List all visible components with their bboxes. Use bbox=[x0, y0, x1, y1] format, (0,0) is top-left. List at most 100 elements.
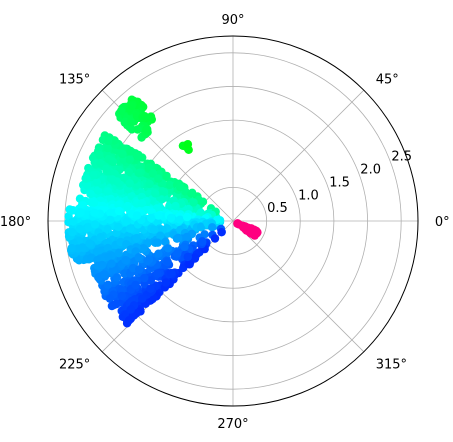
scatter-point-585 bbox=[189, 198, 198, 207]
scatter-point-1406 bbox=[131, 280, 140, 290]
scatter-point-1407 bbox=[135, 265, 144, 274]
scatter-point-77 bbox=[250, 230, 259, 240]
scatter-point-1374 bbox=[172, 249, 182, 258]
scatter-point-1409 bbox=[121, 256, 130, 265]
scatter-point-1073 bbox=[67, 206, 76, 215]
scatter-point-1348 bbox=[167, 268, 176, 278]
r-tick-label-4: 2.5 bbox=[391, 150, 412, 165]
scatter-point-1060 bbox=[85, 239, 94, 248]
scatter-point-1078 bbox=[90, 208, 99, 217]
scatter-point-1298 bbox=[174, 233, 183, 243]
r-tick-label-0: 0.5 bbox=[267, 201, 288, 216]
scatter-point-559 bbox=[103, 144, 112, 153]
scatter-point-1270 bbox=[139, 244, 148, 253]
scatter-point-568 bbox=[148, 169, 158, 178]
scatter-point-997 bbox=[132, 234, 141, 243]
scatter-point-502 bbox=[124, 167, 133, 177]
scatter-point-1063 bbox=[106, 215, 115, 224]
r-tick-label-1: 1.0 bbox=[298, 188, 319, 203]
theta-tick-label-6: 270° bbox=[217, 417, 248, 432]
scatter-point-539 bbox=[123, 201, 132, 211]
scatter-point-1362 bbox=[124, 316, 134, 325]
scatter-point-589 bbox=[125, 179, 134, 188]
scatter-point-79 bbox=[244, 225, 254, 234]
scatter-point-1038 bbox=[122, 217, 131, 226]
scatter-point-594 bbox=[137, 199, 146, 208]
scatter-point-1024 bbox=[196, 222, 206, 232]
scatter-point-571 bbox=[133, 151, 142, 161]
scatter-point-963 bbox=[154, 211, 163, 220]
scatter-point-452 bbox=[93, 186, 103, 195]
scatter-point-1280 bbox=[117, 285, 127, 294]
scatter-point-1065 bbox=[96, 233, 105, 242]
scatter-point-591 bbox=[125, 155, 134, 164]
r-tick-label-2: 1.5 bbox=[329, 175, 350, 190]
scatter-point-1404 bbox=[103, 280, 113, 289]
scatter-point-1246 bbox=[182, 232, 192, 242]
scatter-point-1371 bbox=[190, 253, 199, 262]
scatter-point-1495 bbox=[116, 106, 126, 116]
scatter-point-1363 bbox=[153, 269, 162, 278]
scatter-point-549 bbox=[86, 189, 95, 199]
scatter-point-1393 bbox=[183, 252, 192, 262]
scatter-point-1383 bbox=[140, 279, 149, 289]
scatter-point-1043 bbox=[69, 217, 78, 226]
scatter-point-576 bbox=[176, 183, 185, 192]
scatter-point-1505 bbox=[183, 140, 193, 149]
scatter-point-1394 bbox=[180, 242, 189, 252]
scatter-point-575 bbox=[187, 189, 196, 198]
r-tick-label-3: 2.0 bbox=[360, 163, 381, 178]
scatter-point-1309 bbox=[120, 269, 129, 278]
scatter-point-577 bbox=[101, 164, 111, 173]
scatter-point-988 bbox=[103, 237, 113, 247]
scatter-point-1399 bbox=[112, 299, 121, 309]
scatter-point-1020 bbox=[76, 208, 85, 217]
theta-grid-line-1 bbox=[232, 89, 365, 222]
scatter-point-590 bbox=[171, 201, 180, 211]
scatter-point-1036 bbox=[84, 223, 94, 232]
scatter-point-1055 bbox=[90, 220, 100, 229]
scatter-point-437 bbox=[165, 180, 174, 190]
scatter-point-1403 bbox=[107, 259, 116, 268]
scatter-point-1331 bbox=[112, 273, 122, 282]
scatter-point-1070 bbox=[132, 211, 142, 220]
scatter-point-588 bbox=[154, 174, 163, 183]
scatter-point-522 bbox=[96, 159, 105, 168]
scatter-point-546 bbox=[108, 157, 118, 167]
scatter-point-427 bbox=[196, 208, 205, 217]
scatter-point-1077 bbox=[67, 243, 76, 253]
scatter-point-1031 bbox=[103, 225, 112, 234]
scatter-point-1056 bbox=[106, 208, 115, 217]
scatter-point-1496 bbox=[143, 125, 152, 134]
scatter-point-1499 bbox=[140, 112, 149, 121]
scatter-point-1367 bbox=[210, 234, 220, 243]
scatter-point-1357 bbox=[153, 238, 162, 247]
scatter-point-1377 bbox=[117, 291, 127, 301]
scatter-point-580 bbox=[89, 198, 99, 207]
theta-tick-label-5: 225° bbox=[59, 358, 90, 373]
theta-tick-label-2: 90° bbox=[221, 13, 244, 28]
theta-tick-label-1: 45° bbox=[376, 72, 399, 87]
scatter-point-578 bbox=[118, 149, 127, 159]
scatter-point-541 bbox=[120, 173, 129, 182]
scatter-point-1354 bbox=[114, 249, 124, 258]
polar-frame bbox=[47, 35, 419, 407]
scatter-point-1079 bbox=[149, 225, 159, 234]
scatter-point-1075 bbox=[156, 231, 165, 240]
scatter-point-1007 bbox=[166, 213, 176, 223]
scatter-point-1402 bbox=[163, 257, 172, 267]
scatter-point-1494 bbox=[126, 118, 135, 127]
scatter-point-596 bbox=[151, 189, 160, 198]
scatter-point-1050 bbox=[75, 224, 85, 234]
scatter-point-1013 bbox=[114, 222, 123, 232]
scatter-point-1390 bbox=[138, 294, 147, 303]
theta-grid-line-7 bbox=[232, 220, 365, 353]
scatter-point-1368 bbox=[98, 260, 107, 270]
scatter-point-526 bbox=[144, 163, 154, 172]
scatter-point-1130 bbox=[208, 223, 217, 232]
scatter-point-1389 bbox=[143, 256, 152, 266]
scatter-point-554 bbox=[145, 179, 154, 189]
scatter-point-1391 bbox=[146, 284, 155, 293]
scatter-points bbox=[64, 95, 262, 328]
scatter-point-593 bbox=[103, 136, 113, 146]
